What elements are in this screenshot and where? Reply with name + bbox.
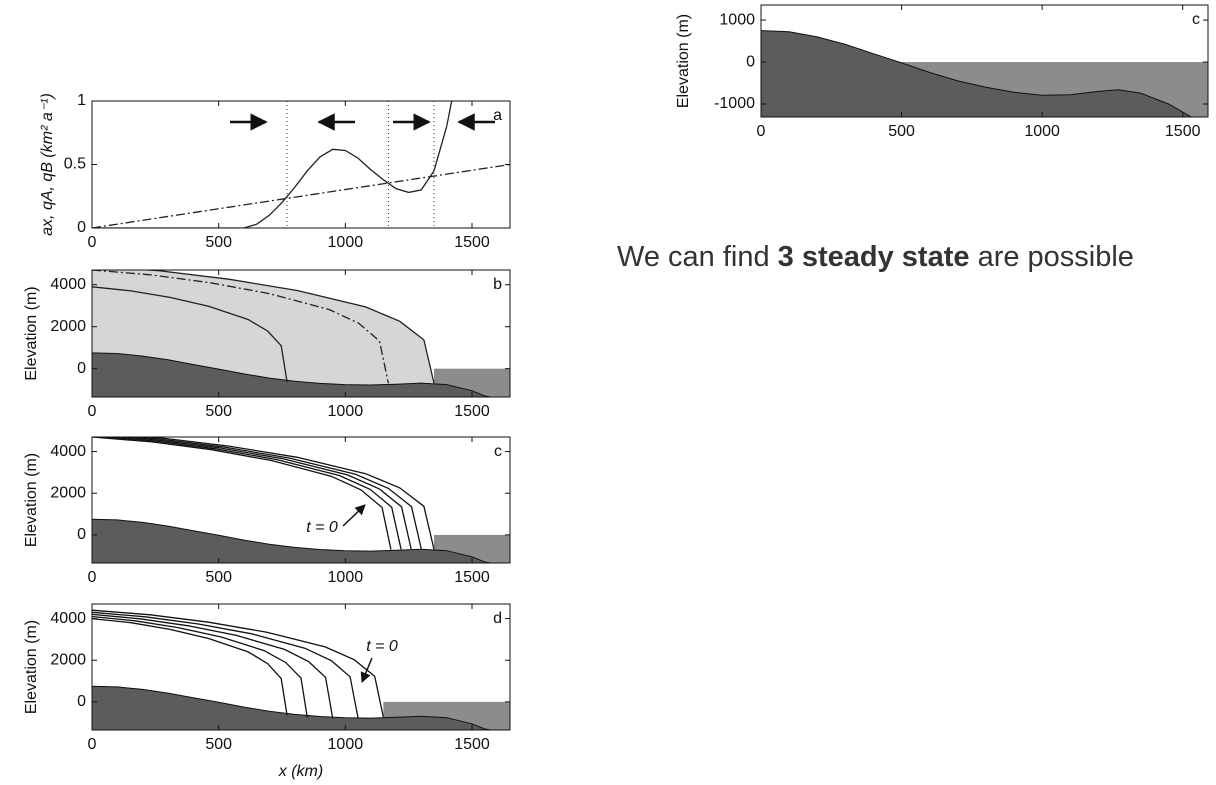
x-tick-label: 500 [205, 736, 232, 753]
y-tick-label: 0 [746, 53, 755, 70]
bed [92, 352, 494, 397]
y-tick-label: 0.5 [64, 156, 86, 173]
y-tick-label: 4000 [50, 610, 86, 627]
profile-line [124, 437, 422, 550]
y-axis-label: ax, qA, qB (km² a⁻¹) [39, 93, 56, 236]
plot-frame [91, 436, 511, 564]
x-tick-label: 1500 [454, 569, 490, 586]
y-axis-label: Elevation (m) [23, 620, 40, 714]
x-tick-label: 1000 [328, 403, 364, 420]
panel-label: c [494, 443, 502, 460]
annotation: t = 0 [366, 638, 398, 655]
y-tick-label: 1000 [719, 11, 755, 28]
plot-frame [91, 269, 511, 398]
y-tick-label: 1 [77, 92, 86, 109]
x-tick-label: 1500 [454, 736, 490, 753]
x-tick-label: 1000 [328, 234, 364, 251]
text-part: are possible [978, 241, 1134, 273]
y-tick-label: 0 [77, 526, 86, 543]
x-tick-label: 500 [205, 403, 232, 420]
plot-area [92, 270, 510, 397]
profile-line [92, 286, 288, 383]
y-tick-label: 0 [77, 693, 86, 710]
x-axis-label: x (km) [278, 763, 323, 780]
y-tick-label: 2000 [50, 318, 86, 335]
x-tick-label: 1000 [328, 736, 364, 753]
profile-line [139, 437, 435, 550]
x-tick-label: 0 [88, 569, 97, 586]
annotation: t = 0 [306, 519, 338, 536]
panel-label: c [1192, 11, 1200, 28]
y-axis-label: Elevation (m) [675, 14, 692, 108]
x-tick-label: 0 [88, 736, 97, 753]
x-tick-label: 1000 [1024, 123, 1060, 140]
profile-line [92, 613, 334, 719]
text-bold: 3 steady state [778, 241, 970, 273]
annotation-arrow [360, 657, 373, 683]
y-tick-label: 0 [77, 360, 86, 377]
plot-area [92, 437, 510, 563]
x-tick-label: 500 [205, 569, 232, 586]
profile-line [96, 437, 402, 550]
x-tick-label: 1500 [454, 403, 490, 420]
plot-area [92, 101, 510, 228]
profile-line [92, 615, 308, 718]
plot-area [92, 609, 510, 730]
profile-line [92, 609, 384, 718]
y-tick-label: -1000 [714, 95, 755, 112]
x-tick-label: 0 [88, 403, 97, 420]
text-part: We can find [617, 241, 770, 273]
panel-label: a [493, 107, 502, 124]
plot-frame [91, 603, 511, 731]
profile-line [92, 101, 453, 228]
slide-text: We can find 3 steady state are possible [617, 241, 1134, 273]
x-tick-label: 500 [888, 123, 915, 140]
panel-label: b [493, 276, 502, 293]
plot-frame [760, 4, 1209, 118]
plot-area [761, 30, 1208, 117]
profile-line [110, 437, 412, 550]
y-tick-label: 4000 [50, 443, 86, 460]
bed [92, 518, 494, 563]
y-axis-label: Elevation (m) [23, 453, 40, 547]
y-tick-label: 2000 [50, 651, 86, 668]
bed [92, 685, 494, 730]
x-tick-label: 1000 [328, 569, 364, 586]
profile-line [139, 270, 435, 384]
profile-line [92, 270, 390, 384]
y-tick-label: 0 [77, 219, 86, 236]
profile-line [92, 611, 359, 718]
annotation-arrow [342, 504, 366, 527]
y-tick-label: 2000 [50, 484, 86, 501]
x-tick-label: 0 [757, 123, 766, 140]
x-tick-label: 1500 [454, 234, 490, 251]
x-tick-label: 0 [88, 234, 97, 251]
profile-line [92, 163, 510, 228]
y-axis-label: Elevation (m) [23, 286, 40, 380]
profile-line [92, 617, 288, 716]
x-tick-label: 500 [205, 234, 232, 251]
x-tick-label: 1500 [1165, 123, 1201, 140]
bed [761, 30, 1192, 117]
profile-line [92, 437, 392, 550]
panel-label: d [493, 610, 502, 627]
y-tick-label: 4000 [50, 276, 86, 293]
